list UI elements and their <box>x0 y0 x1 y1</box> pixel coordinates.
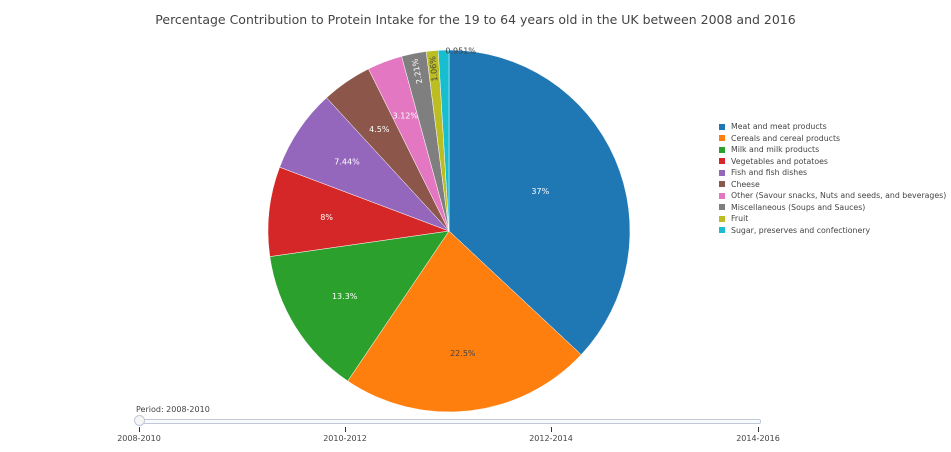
legend-label: Meat and meat products <box>731 122 827 132</box>
legend-swatch <box>719 123 725 130</box>
legend-item[interactable]: Milk and milk products <box>719 144 946 156</box>
slider-step-label[interactable]: 2014-2016 <box>736 434 780 443</box>
legend-swatch <box>719 146 725 153</box>
legend-item[interactable]: Vegetables and potatoes <box>719 156 946 168</box>
pie-slice[interactable] <box>347 230 582 413</box>
legend-swatch <box>719 181 725 188</box>
legend-swatch <box>719 169 725 176</box>
legend-label: Sugar, preserves and confectionery <box>731 225 871 235</box>
legend-item[interactable]: Fish and fish dishes <box>719 167 946 179</box>
slider-step-label[interactable]: 2012-2014 <box>529 434 573 443</box>
slice-label: 3.12% <box>393 111 419 120</box>
legend-item[interactable]: Cereals and cereal products <box>719 133 946 145</box>
legend-swatch <box>719 204 725 211</box>
legend-label: Vegetables and potatoes <box>731 156 828 166</box>
pie-slice[interactable] <box>267 166 450 257</box>
legend-label: Cereals and cereal products <box>731 133 841 143</box>
pie-slice[interactable] <box>437 49 450 232</box>
chart-title: Percentage Contribution to Protein Intak… <box>155 12 796 27</box>
slice-label: 4.5% <box>369 125 390 134</box>
slice-label: 13.3% <box>332 292 358 301</box>
legend-label: Other (Savour snacks, Nuts and seeds, an… <box>731 191 947 201</box>
legend: Meat and meat products Cereals and cereal… <box>719 121 946 236</box>
slider-rail[interactable] <box>139 419 761 424</box>
slider-step-label[interactable]: 2008-2010 <box>117 434 161 443</box>
legend-item[interactable]: Fruit <box>719 213 946 225</box>
pie-slice[interactable] <box>269 230 450 382</box>
legend-item[interactable]: Cheese <box>719 179 946 191</box>
legend-item[interactable]: Miscellaneous (Soups and Sauces) <box>719 202 946 214</box>
legend-label: Cheese <box>731 179 760 189</box>
legend-swatch <box>719 215 725 222</box>
slider-handle[interactable] <box>134 415 145 426</box>
legend-label: Fruit <box>731 214 749 224</box>
legend-swatch <box>719 158 725 165</box>
legend-swatch <box>719 192 725 199</box>
legend-item[interactable]: Meat and meat products <box>719 121 946 133</box>
slice-label: 37% <box>531 187 549 196</box>
legend-label: Miscellaneous (Soups and Sauces) <box>731 202 866 212</box>
slice-label: 8% <box>320 213 333 222</box>
slice-label: 1.06% <box>428 55 439 82</box>
legend-label: Milk and milk products <box>731 145 820 155</box>
legend-label: Fish and fish dishes <box>731 168 808 178</box>
legend-item[interactable]: Sugar, preserves and confectionery <box>719 225 946 237</box>
slice-label: 0.951% <box>445 47 476 56</box>
pie-slice[interactable] <box>448 49 631 356</box>
slice-label: 7.44% <box>334 158 360 167</box>
legend-swatch <box>719 227 725 234</box>
slice-label: 22.5% <box>450 349 476 358</box>
legend-item[interactable]: Other (Savour snacks, Nuts and seeds, an… <box>719 190 946 202</box>
legend-swatch <box>719 135 725 142</box>
slider-step-label[interactable]: 2010-2012 <box>323 434 367 443</box>
